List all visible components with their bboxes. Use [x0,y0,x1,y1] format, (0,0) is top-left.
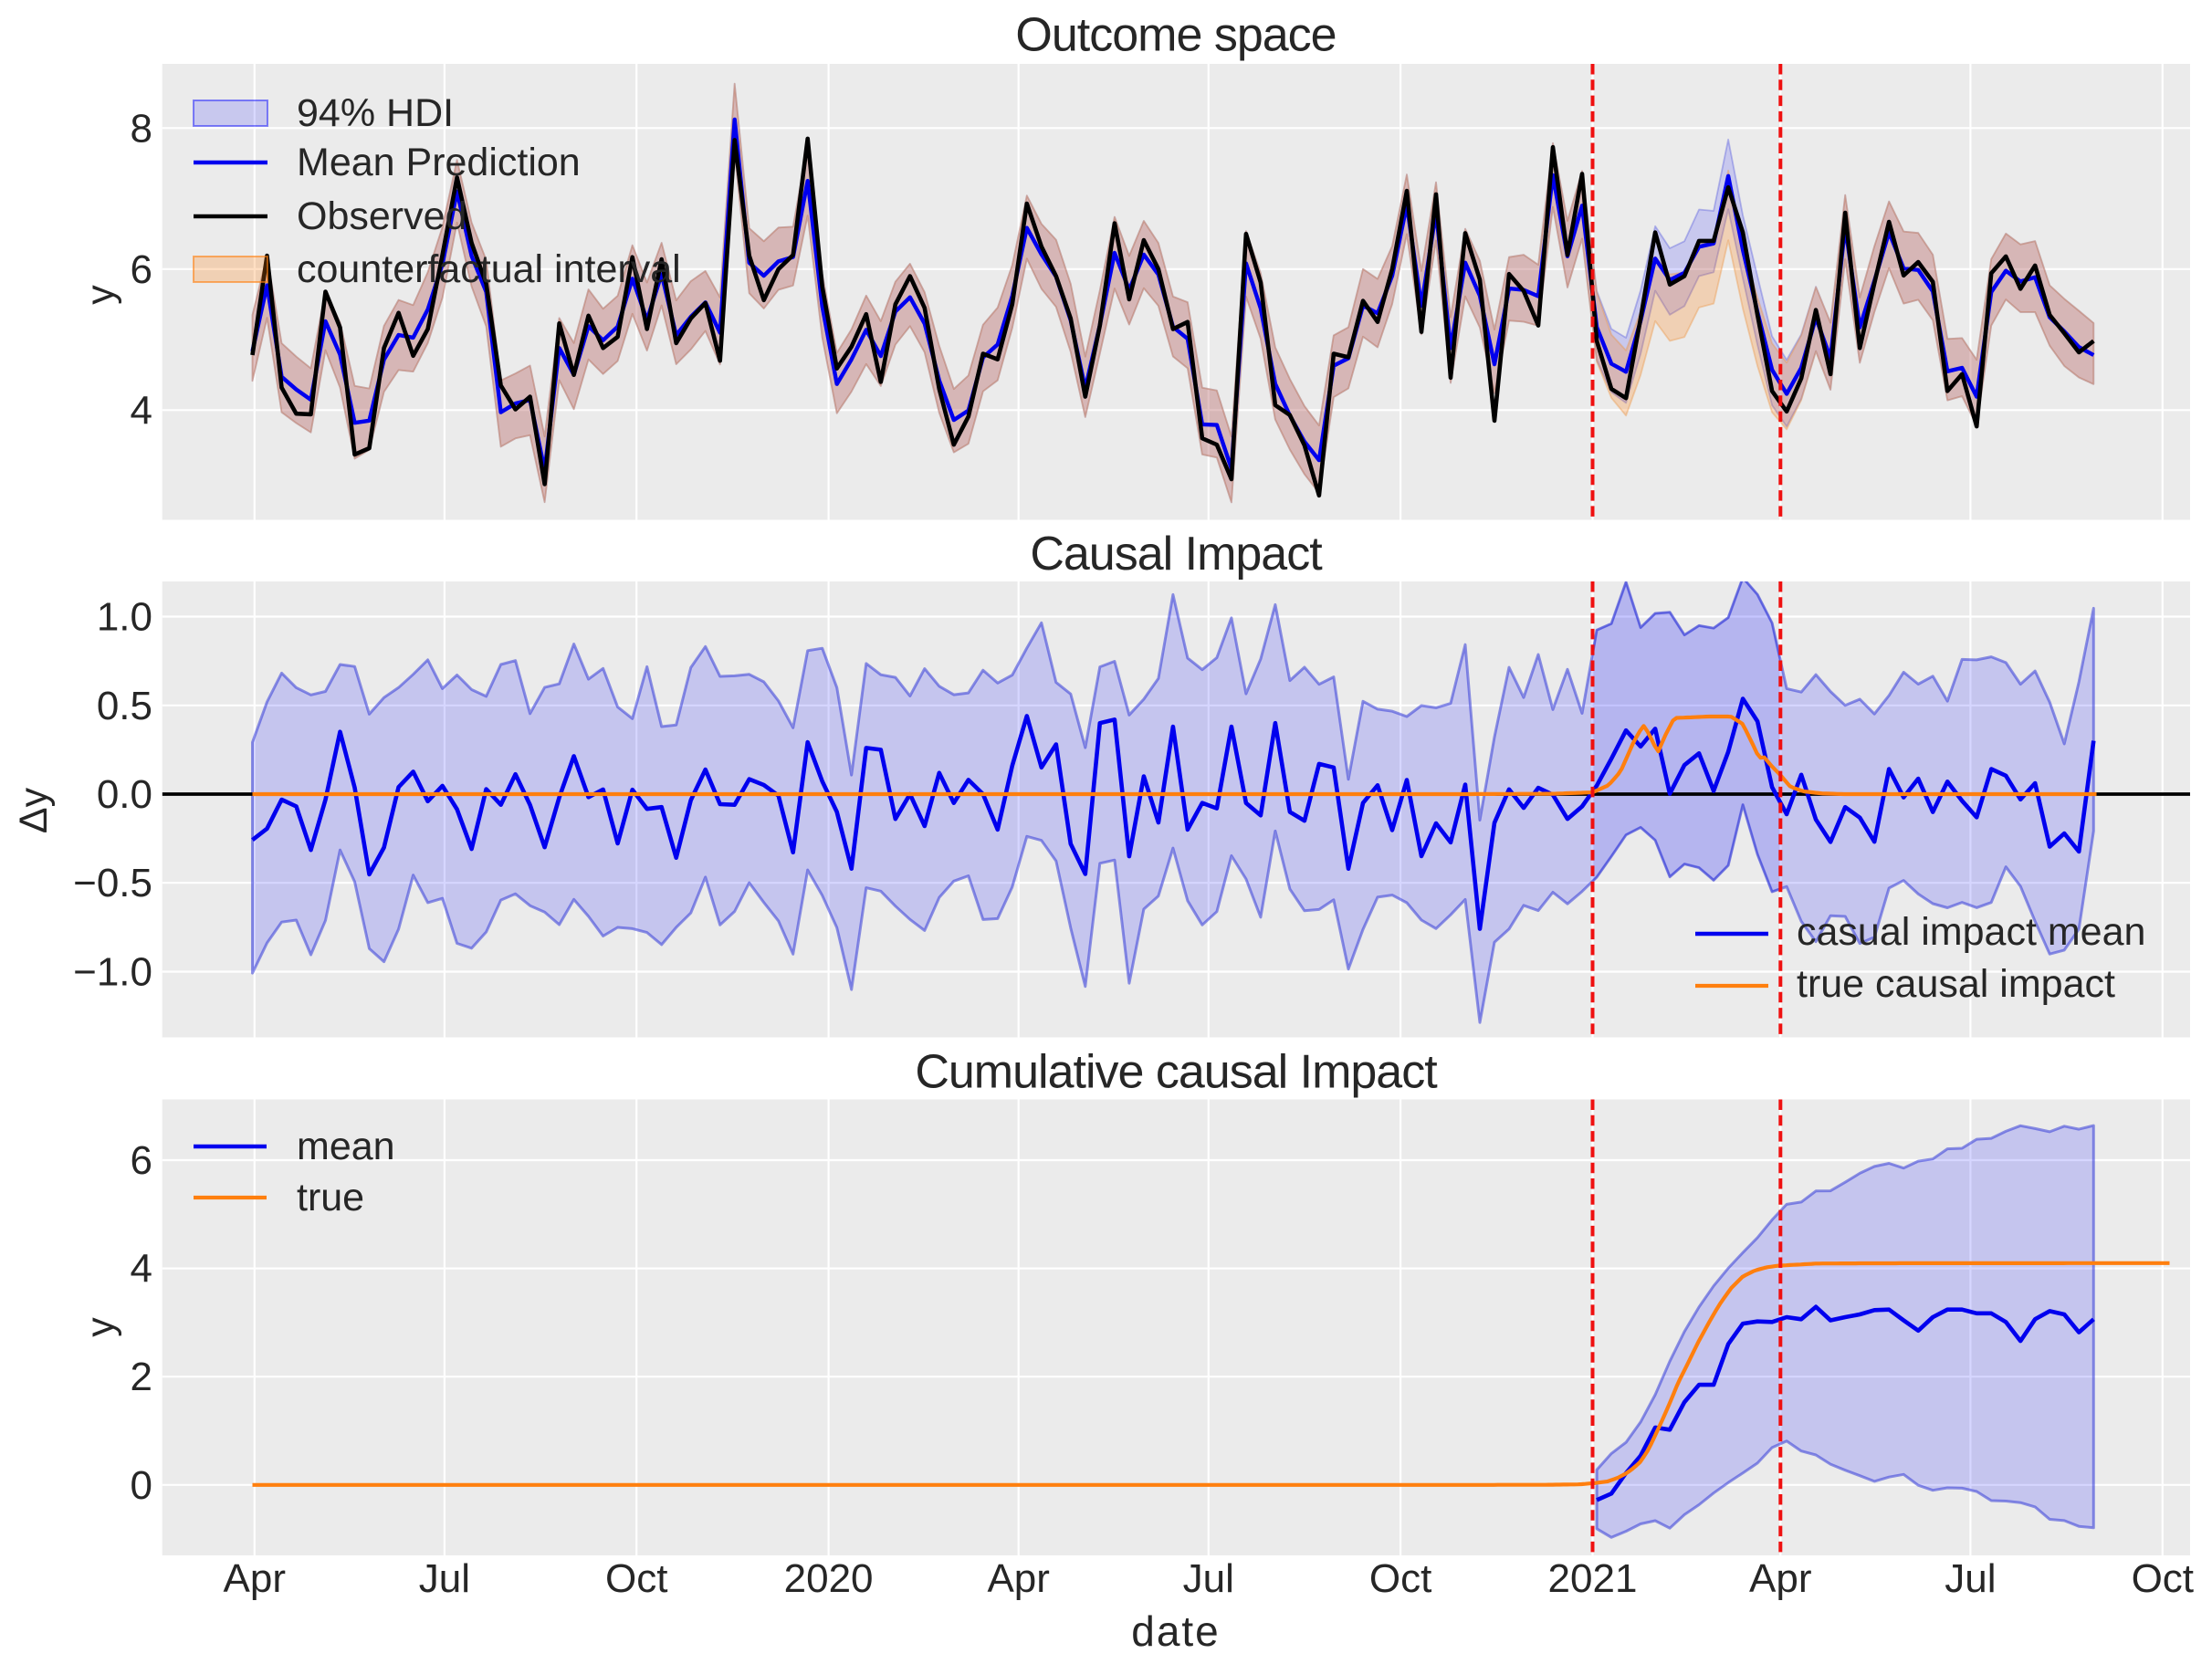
svg-text:date: date [1131,1607,1221,1655]
svg-text:Jul: Jul [1945,1556,1996,1601]
svg-text:Oct: Oct [605,1556,667,1601]
svg-text:0.5: 0.5 [97,684,152,728]
svg-text:0: 0 [131,1463,152,1508]
svg-text:Observed: Observed [297,194,467,238]
svg-text:2: 2 [131,1355,152,1399]
svg-text:4: 4 [131,388,152,433]
svg-text:Outcome space: Outcome space [1015,9,1336,62]
svg-text:−0.5: −0.5 [73,861,152,905]
svg-text:casual impact mean: casual impact mean [1797,910,2145,954]
svg-text:true causal impact: true causal impact [1797,962,2115,1006]
svg-text:0.0: 0.0 [97,772,152,817]
svg-text:counterfactual interval: counterfactual interval [297,247,681,291]
svg-text:Jul: Jul [1183,1556,1234,1601]
svg-text:mean: mean [297,1125,395,1168]
svg-text:Δy: Δy [12,787,56,833]
svg-text:Apr: Apr [1749,1556,1811,1601]
svg-text:6: 6 [131,1138,152,1183]
svg-text:Oct: Oct [1369,1556,1431,1601]
svg-text:Jul: Jul [419,1556,470,1601]
svg-text:−1.0: −1.0 [73,950,152,995]
svg-text:8: 8 [131,106,152,151]
svg-text:Cumulative causal Impact: Cumulative causal Impact [915,1046,1438,1099]
svg-text:94% HDI: 94% HDI [297,91,454,135]
svg-text:Apr: Apr [224,1556,286,1601]
svg-text:y: y [79,285,122,305]
svg-text:1.0: 1.0 [97,595,152,640]
svg-text:Mean Prediction: Mean Prediction [297,141,581,184]
svg-text:y: y [79,1317,122,1337]
svg-text:2021: 2021 [1548,1556,1638,1601]
svg-text:2020: 2020 [784,1556,874,1601]
svg-text:Apr: Apr [987,1556,1049,1601]
svg-text:6: 6 [131,247,152,292]
svg-text:true: true [297,1176,364,1219]
svg-text:Oct: Oct [2132,1556,2194,1601]
svg-text:Causal Impact: Causal Impact [1030,528,1323,581]
svg-text:4: 4 [131,1247,152,1292]
